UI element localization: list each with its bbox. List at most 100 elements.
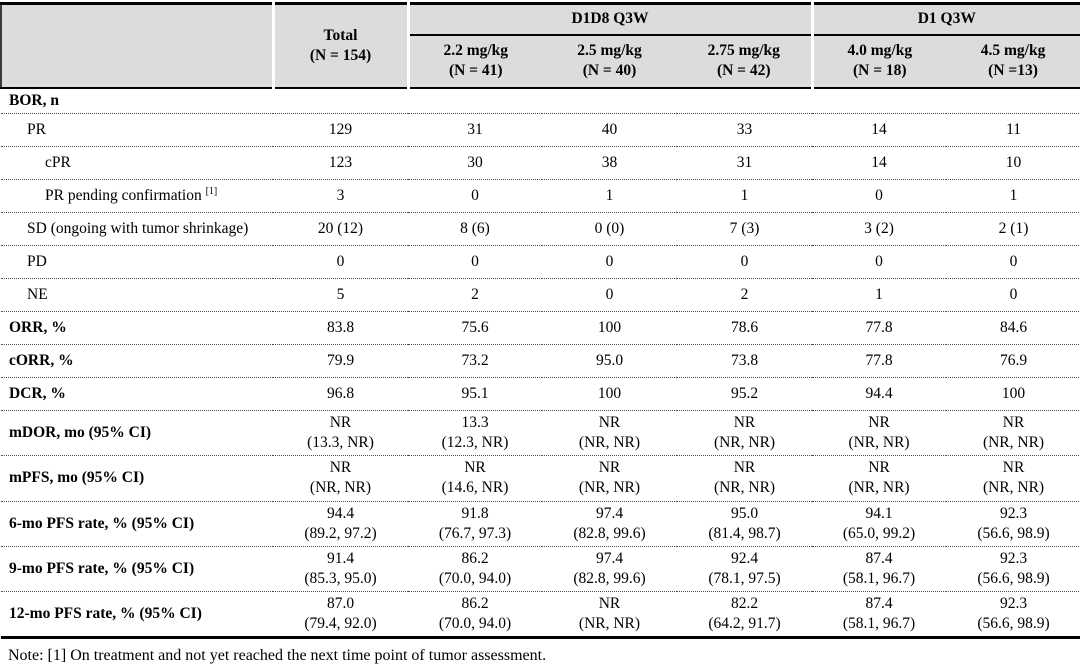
table-cell: 0 xyxy=(812,245,947,279)
table-cell: 2 xyxy=(677,278,813,312)
cell-line: (82.8, 99.6) xyxy=(573,524,646,542)
table-cell xyxy=(677,88,812,114)
cell-line: (NR, NR) xyxy=(713,434,776,452)
table-row: ORR, % 83.8 75.6 100 78.6 77.8 84.6 xyxy=(1,311,1080,345)
table-row: BOR, n xyxy=(1,88,1080,114)
cell-line: (14.6, NR) xyxy=(441,479,509,497)
dose-header-4-5: 4.5 mg/kg (N =13) xyxy=(946,34,1080,89)
dose-n: (N = 18) xyxy=(852,62,907,79)
table-cell: 5 xyxy=(273,278,408,312)
table-cell: 0 xyxy=(408,179,542,213)
table-cell: NR (NR, NR) xyxy=(542,455,677,502)
table-cell: 8 (6) xyxy=(408,212,542,246)
table-row: mDOR, mo (95% CI) NR (13.3, NR) 13.3 (12.3, … xyxy=(1,409,1080,456)
row-label: cORR, % xyxy=(1,344,273,378)
cell-line: (81.4, 98.7) xyxy=(708,524,781,542)
table-cell: 100 xyxy=(542,311,677,345)
table-cell: 95.0 (81.4, 98.7) xyxy=(677,500,813,547)
cell-line: 91.8 xyxy=(461,504,489,522)
table-cell: 1 xyxy=(542,179,677,213)
table-cell xyxy=(812,88,946,114)
table-cell: 83.8 xyxy=(273,311,408,345)
cell-line: 92.3 xyxy=(999,549,1028,567)
table-cell: 86.2 (70.0, 94.0) xyxy=(408,591,542,640)
table-row: 6-mo PFS rate, % (95% CI) 94.4 (89.2, 97.2… xyxy=(1,500,1080,547)
cell-line: (13.3, NR) xyxy=(307,434,374,452)
cell-line: 94.4 xyxy=(326,504,355,522)
table-cell: 13.3 (12.3, NR) xyxy=(408,409,542,456)
table-cell: NR (NR, NR) xyxy=(542,409,677,456)
cell-line: 95.0 xyxy=(730,504,759,522)
table-cell: 0 xyxy=(273,245,408,279)
cell-line: (NR, NR) xyxy=(848,434,910,452)
table-cell: 94.4 xyxy=(812,377,947,411)
table-cell: 79.9 xyxy=(273,344,408,378)
table-cell: 77.8 xyxy=(812,311,947,345)
cell-line: 87.0 xyxy=(326,595,355,613)
cell-line: (NR, NR) xyxy=(578,479,641,497)
table-cell: 20 (12) xyxy=(273,212,408,246)
table-cell: 3 (2) xyxy=(812,212,947,246)
cell-line: 13.3 xyxy=(461,414,489,431)
table-cell: 73.2 xyxy=(408,344,542,378)
table-cell: 0 xyxy=(542,278,677,312)
table-cell: 91.8 (76.7, 97.3) xyxy=(408,500,542,547)
table-cell: 84.6 xyxy=(946,311,1080,345)
row-label: 9-mo PFS rate, % (95% CI) xyxy=(1,545,273,592)
table-row: NE 5 2 0 2 1 0 xyxy=(1,278,1080,312)
table-cell: 2 xyxy=(408,278,542,312)
table-cell: 2 (1) xyxy=(946,212,1080,246)
row-label: SD (ongoing with tumor shrinkage) xyxy=(1,212,273,246)
row-label: PR pending confirmation [1] xyxy=(1,179,273,213)
cell-line: (78.1, 97.5) xyxy=(708,569,781,587)
dose-label: 4.0 mg/kg xyxy=(847,41,913,59)
table-row: cORR, % 79.9 73.2 95.0 73.8 77.8 76.9 xyxy=(1,344,1080,378)
table-cell: 0 (0) xyxy=(542,212,677,246)
row-label: 6-mo PFS rate, % (95% CI) xyxy=(1,500,273,547)
table-row: PD 0 0 0 0 0 0 xyxy=(1,245,1080,279)
table-cell: 0 xyxy=(946,278,1080,312)
table-cell: 14 xyxy=(812,146,947,180)
table-row: 9-mo PFS rate, % (95% CI) 91.4 (85.3, 95.0… xyxy=(1,545,1080,592)
cell-line: NR xyxy=(598,595,621,613)
table-cell: 123 xyxy=(273,146,408,180)
table-cell: 95.0 xyxy=(542,344,677,378)
row-label: mPFS, mo (95% CI) xyxy=(1,455,273,502)
table-cell: 73.8 xyxy=(677,344,813,378)
table-cell: 87.4 (58.1, 96.7) xyxy=(812,545,947,592)
cell-line: 97.4 xyxy=(595,504,624,522)
table-cell: 94.4 (89.2, 97.2) xyxy=(273,500,408,547)
cell-line: (NR, NR) xyxy=(578,434,641,452)
dose-header-2-5: 2.5 mg/kg (N = 40) xyxy=(542,34,677,89)
dose-header-4-0: 4.0 mg/kg (N = 18) xyxy=(810,34,947,89)
table-row: 12-mo PFS rate, % (95% CI) 87.0 (79.4, 92.… xyxy=(1,591,1080,640)
table-cell: 97.4 (82.8, 99.6) xyxy=(542,500,677,547)
cell-line: 94.1 xyxy=(865,504,893,522)
dose-label: 2.75 mg/kg xyxy=(707,41,780,59)
cell-line: NR xyxy=(598,414,621,431)
cell-line: (NR, NR) xyxy=(982,479,1045,497)
cell-line: NR xyxy=(733,459,756,477)
footnote-marker: [1] xyxy=(205,185,218,197)
table-cell: 129 xyxy=(273,113,408,147)
row-label: 12-mo PFS rate, % (95% CI) xyxy=(1,591,273,640)
table-cell: 87.4 (58.1, 96.7) xyxy=(812,591,947,640)
cell-line: 92.3 xyxy=(999,504,1028,522)
table-cell: 95.1 xyxy=(408,377,542,411)
table-cell: 94.1 (65.0, 99.2) xyxy=(812,500,947,547)
table-cell: 87.0 (79.4, 92.0) xyxy=(273,591,408,640)
cell-line: 82.2 xyxy=(730,595,759,613)
table-cell xyxy=(273,88,408,114)
cell-line: 91.4 xyxy=(326,549,355,567)
cell-line: NR xyxy=(598,459,621,477)
table-cell: 31 xyxy=(408,113,542,147)
row-label: PD xyxy=(1,245,273,279)
table-row: DCR, % 96.8 95.1 100 95.2 94.4 100 xyxy=(1,377,1080,411)
table-cell: 1 xyxy=(946,179,1080,213)
row-label: ORR, % xyxy=(1,311,273,345)
table-cell: 82.2 (64.2, 91.7) xyxy=(677,591,813,640)
cell-line: (79.4, 92.0) xyxy=(304,615,377,633)
cell-line: (56.6, 98.9) xyxy=(977,569,1050,587)
group-header-d1d8-q3w: D1D8 Q3W xyxy=(406,3,813,36)
